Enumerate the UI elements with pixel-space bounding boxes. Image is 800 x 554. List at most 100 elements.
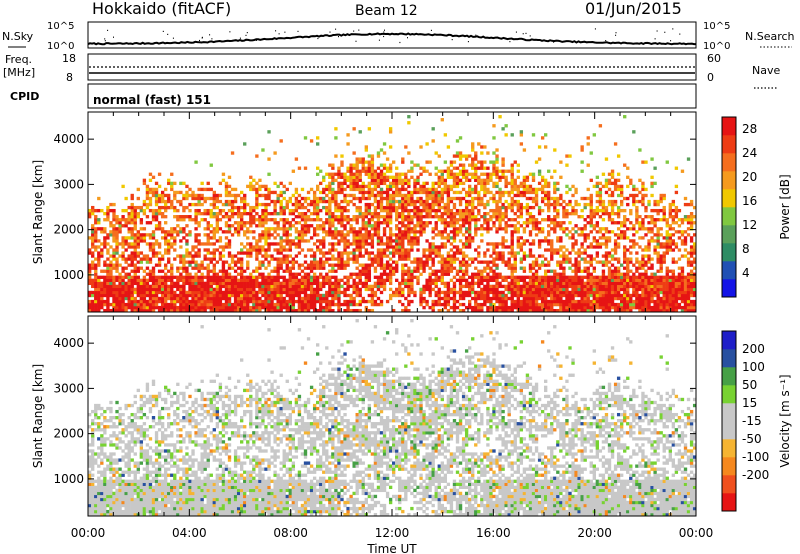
heatmap-cell [115, 251, 119, 255]
heatmap-cell [492, 242, 496, 246]
heatmap-cell [252, 293, 256, 298]
heatmap-cell [246, 266, 250, 270]
heatmap-cell [437, 302, 441, 307]
heatmap-cell [294, 299, 299, 304]
heatmap-cell [571, 242, 575, 246]
heatmap-cell [157, 205, 162, 210]
heatmap-cell [145, 202, 150, 207]
heatmap-cell [109, 263, 113, 267]
heatmap-cell [206, 224, 210, 228]
heatmap-cell [121, 284, 125, 289]
heatmap-cell [568, 305, 572, 310]
heatmap-cell [182, 263, 186, 267]
heatmap-cell [325, 233, 329, 237]
heatmap-cell [243, 233, 247, 237]
heatmap-cell [580, 215, 584, 219]
heatmap-cell [258, 299, 262, 304]
heatmap-cell [309, 202, 314, 207]
heatmap-cell [255, 308, 259, 313]
heatmap-cell [468, 287, 472, 292]
heatmap-cell [136, 305, 140, 310]
heatmap-cell [170, 305, 174, 310]
heatmap-cell [501, 245, 505, 249]
heatmap-cell [294, 284, 299, 289]
heatmap-cell [580, 275, 584, 279]
heatmap-cell [486, 263, 490, 267]
heatmap-cell [419, 272, 423, 276]
heatmap-cell [534, 287, 539, 292]
heatmap-cell [392, 254, 396, 258]
heatmap-cell [173, 275, 177, 279]
heatmap-cell [170, 187, 174, 192]
heatmap-cell [449, 215, 454, 219]
heatmap-cell [355, 196, 359, 201]
heatmap-cell [519, 181, 524, 186]
heatmap-cell [97, 257, 101, 261]
heatmap-cell [510, 242, 514, 246]
heatmap-cell [531, 281, 536, 286]
heatmap-cell [112, 296, 116, 301]
heatmap-cell [370, 218, 375, 222]
heatmap-cell [440, 296, 444, 301]
heatmap-cell [565, 202, 569, 207]
heatmap-cell [188, 230, 192, 234]
heatmap-cell [255, 224, 259, 228]
heatmap-cell [346, 169, 350, 173]
heatmap-cell [94, 239, 98, 243]
heatmap-cell [574, 224, 578, 228]
heatmap-cell [364, 284, 368, 289]
heatmap-cell [224, 242, 229, 246]
heatmap-cell [464, 284, 469, 289]
heatmap-cell [574, 299, 578, 304]
heatmap-cell [331, 248, 335, 252]
heatmap-cell [255, 290, 259, 295]
heatmap-cell [258, 245, 262, 249]
heatmap-cell [167, 178, 171, 182]
heatmap-cell [203, 218, 207, 222]
heatmap-cell [358, 184, 362, 189]
heatmap-cell [328, 205, 332, 210]
heatmap-cell [492, 257, 496, 261]
heatmap-cell [486, 221, 490, 225]
heatmap-cell [206, 284, 210, 289]
heatmap-cell [164, 248, 168, 252]
heatmap-cell [446, 233, 451, 237]
heatmap-cell [218, 257, 223, 261]
heatmap-cell [334, 275, 338, 279]
heatmap-cell [501, 212, 505, 216]
heatmap-cell [294, 293, 299, 298]
heatmap-cell [483, 254, 487, 258]
heatmap-cell [346, 287, 350, 292]
heatmap-cell [151, 272, 156, 276]
heatmap-cell [461, 308, 466, 313]
heatmap-cell [446, 193, 451, 198]
heatmap-cell [398, 299, 402, 304]
heatmap-cell [136, 275, 140, 279]
heatmap-cell [240, 242, 244, 246]
heatmap-cell [440, 269, 444, 273]
heatmap-cell [167, 275, 171, 279]
heatmap-cell [185, 215, 189, 219]
heatmap-cell [519, 242, 524, 246]
heatmap-cell [246, 305, 250, 310]
heatmap-cell [179, 296, 183, 301]
heatmap-cell [382, 196, 387, 201]
heatmap-cell [477, 196, 481, 201]
heatmap-cell [209, 230, 213, 234]
heatmap-cell [133, 269, 137, 273]
heatmap-cell [191, 278, 195, 282]
heatmap-cell [185, 302, 189, 307]
heatmap-cell [130, 208, 134, 213]
heatmap-cell [367, 193, 372, 198]
heatmap-cell [471, 163, 475, 167]
heatmap-cell [361, 218, 365, 222]
heatmap-cell [224, 193, 229, 198]
heatmap-cell [258, 251, 262, 255]
heatmap-cell [246, 284, 250, 289]
heatmap-cell [592, 302, 596, 307]
heatmap-cell [300, 205, 305, 210]
heatmap-cell [376, 257, 381, 261]
heatmap-cell [312, 308, 317, 313]
heatmap-cell [279, 284, 283, 289]
heatmap-cell [249, 287, 253, 292]
